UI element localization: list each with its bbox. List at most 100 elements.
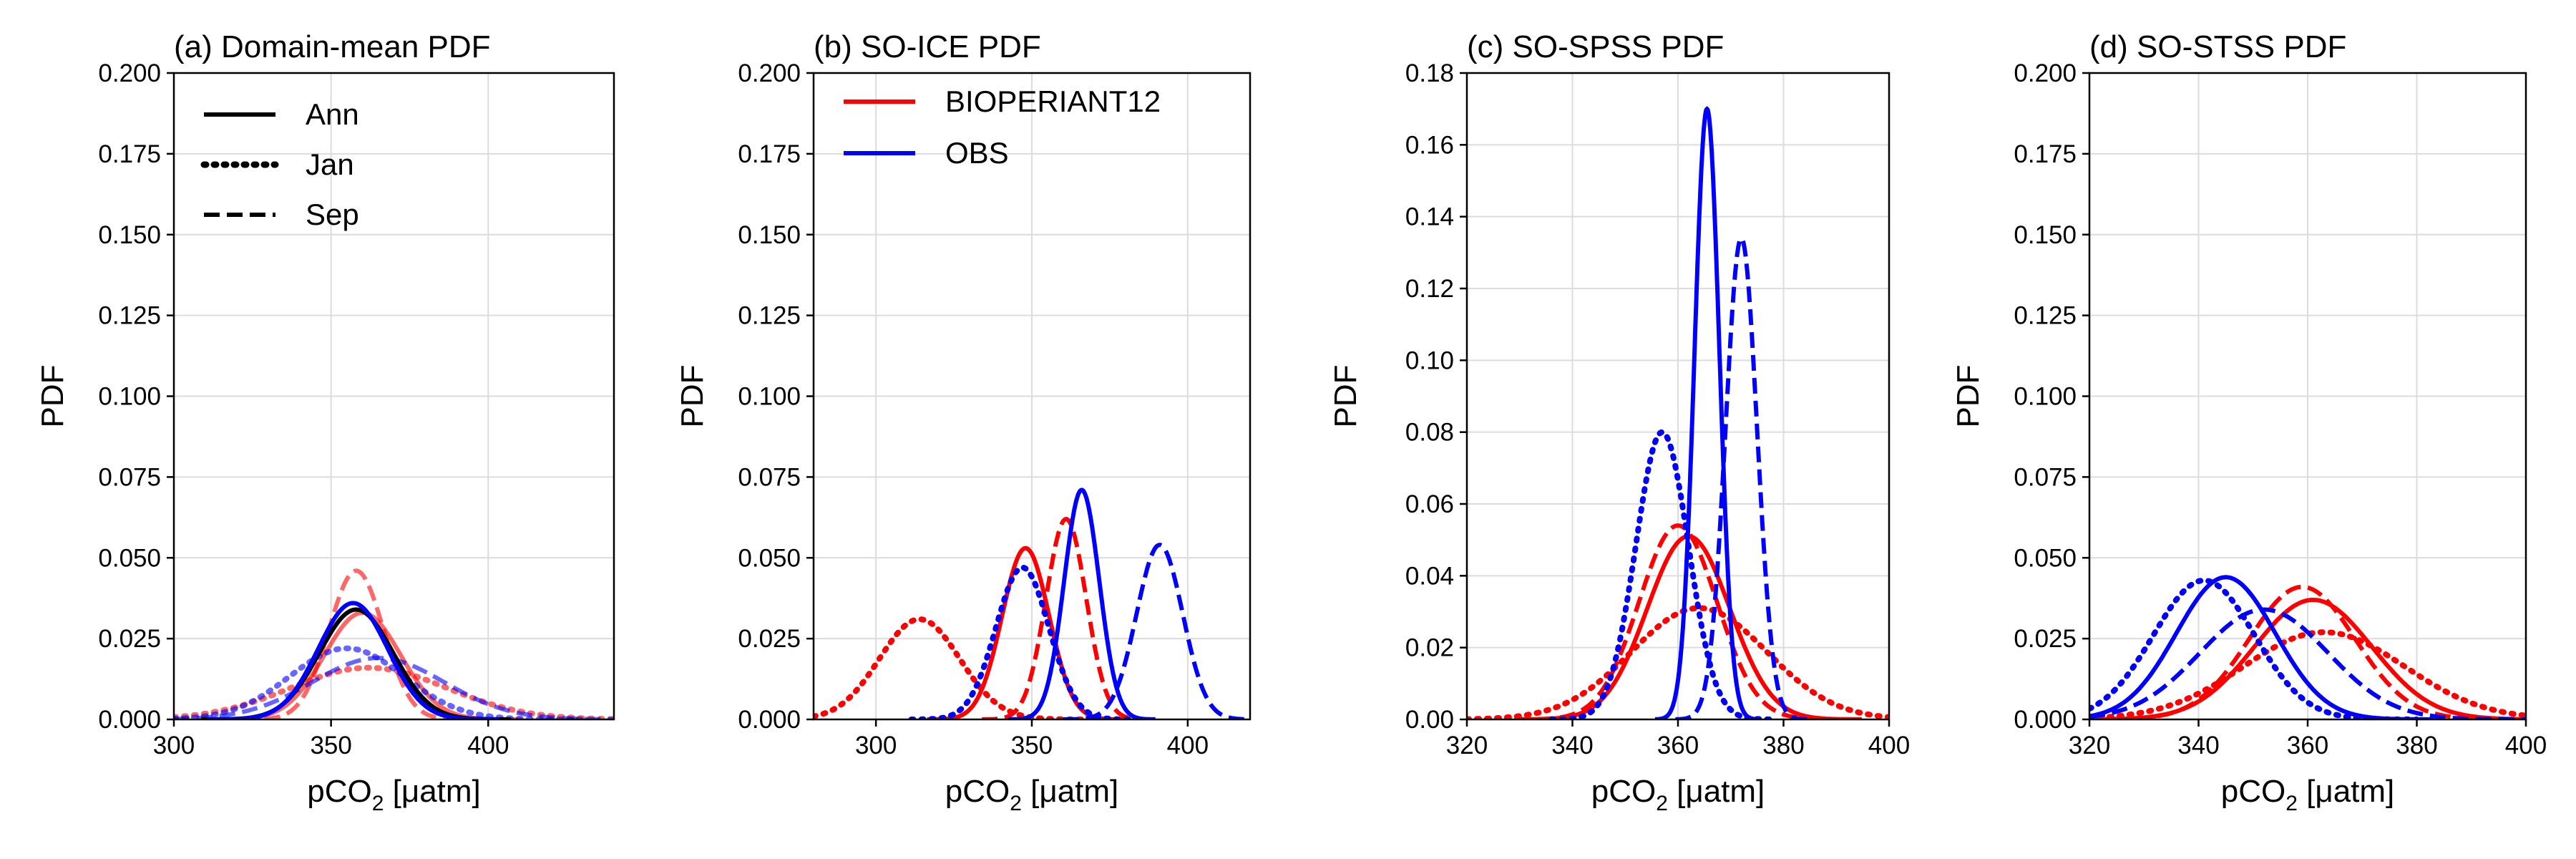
panel-1: 0.000 0.025 0.050 0.075 0.100 0.125 0.150 0.175… bbox=[35, 29, 615, 815]
series-group bbox=[1467, 106, 1889, 719]
y-axis-label: PDF bbox=[1951, 365, 1986, 428]
y-tick-label: 0.075 bbox=[738, 463, 801, 491]
y-tick-label: 0.050 bbox=[2014, 544, 2077, 572]
panel-title: (d) SO-STSS PDF bbox=[2089, 29, 2346, 64]
legend: Ann Jan Sep bbox=[200, 97, 359, 231]
x-tick-label: 380 bbox=[2396, 732, 2437, 759]
series-line-3 bbox=[1514, 523, 1842, 719]
x-tick-label: 300 bbox=[153, 732, 195, 759]
series-line-3 bbox=[241, 568, 471, 719]
y-axis-label: PDF bbox=[1328, 365, 1363, 428]
series-group bbox=[174, 568, 614, 719]
legend-label: Sep bbox=[306, 198, 359, 231]
y-tick-label: 0.000 bbox=[2014, 706, 2077, 734]
y-tick-label: 0.025 bbox=[2014, 625, 2077, 653]
series-line-7 bbox=[206, 601, 499, 719]
x-axis-label: pCO2 [μatm] bbox=[2221, 774, 2395, 815]
series-line-5 bbox=[2089, 577, 2420, 719]
x-axis-label: pCO2 [μatm] bbox=[307, 774, 481, 815]
y-tick-label: 0.175 bbox=[98, 140, 161, 168]
x-tick-label: 360 bbox=[2287, 732, 2328, 759]
y-tick-label: 0.10 bbox=[1405, 346, 1454, 374]
x-tick-label: 350 bbox=[310, 732, 351, 759]
y-tick-label: 0.025 bbox=[738, 625, 801, 653]
y-tick-label: 0.100 bbox=[98, 383, 161, 411]
y-tick-label: 0.000 bbox=[98, 706, 161, 734]
series-line-4 bbox=[1654, 106, 1760, 719]
series-line-2 bbox=[174, 664, 614, 719]
x-tick-label: 360 bbox=[1657, 732, 1699, 759]
y-tick-label: 0.125 bbox=[98, 302, 161, 330]
series-line-4 bbox=[1008, 487, 1156, 719]
y-tick-label: 0.200 bbox=[738, 59, 801, 87]
plot-frame bbox=[1465, 72, 1890, 721]
x-tick-label: 350 bbox=[1011, 732, 1053, 759]
x-tick-label: 320 bbox=[2069, 732, 2110, 759]
y-tick-label: 0.150 bbox=[738, 221, 801, 249]
y-axis-label: PDF bbox=[675, 365, 710, 428]
x-tick-label: 340 bbox=[2177, 732, 2219, 759]
plot-frame bbox=[812, 72, 1252, 721]
y-tick-label: 0.175 bbox=[738, 140, 801, 168]
series-line-2 bbox=[814, 616, 1091, 719]
y-tick-label: 0.000 bbox=[738, 706, 801, 734]
plot-frame bbox=[172, 72, 615, 721]
y-tick-label: 0.18 bbox=[1405, 59, 1454, 87]
panel-title: (a) Domain-mean PDF bbox=[174, 29, 491, 64]
y-tick-label: 0.16 bbox=[1405, 131, 1454, 159]
series-line-3 bbox=[982, 517, 1151, 719]
y-tick-label: 0.08 bbox=[1405, 419, 1454, 447]
y-tick-label: 0.125 bbox=[738, 302, 801, 330]
panel-3: 0.00 0.02 0.04 0.06 0.08 0.10 0.12 0.14 0.16 0.18… bbox=[1328, 29, 1910, 815]
panel-title: (b) SO-ICE PDF bbox=[814, 29, 1041, 64]
y-tick-label: 0.050 bbox=[738, 544, 801, 572]
series-line-6 bbox=[201, 607, 512, 719]
series-line-3 bbox=[2089, 584, 2525, 719]
legend-label: Jan bbox=[306, 147, 354, 181]
x-tick-label: 400 bbox=[467, 732, 509, 759]
plot-frame bbox=[2088, 72, 2527, 721]
y-tick-label: 0.12 bbox=[1405, 275, 1454, 303]
x-tick-label: 320 bbox=[1446, 732, 1488, 759]
series-line-5 bbox=[1548, 429, 1776, 719]
panel-title: (c) SO-SPSS PDF bbox=[1467, 29, 1724, 64]
series-line-6 bbox=[1063, 543, 1250, 719]
series-line-6 bbox=[1675, 236, 1807, 719]
y-tick-label: 0.075 bbox=[98, 463, 161, 491]
y-tick-label: 0.200 bbox=[98, 59, 161, 87]
y-tick-label: 0.025 bbox=[98, 625, 161, 653]
panel-2: 0.000 0.025 0.050 0.075 0.100 0.125 0.150 0.175… bbox=[675, 29, 1252, 815]
x-tick-label: 400 bbox=[2505, 732, 2547, 759]
y-axis-label: PDF bbox=[35, 365, 70, 428]
x-tick-label: 400 bbox=[1167, 732, 1209, 759]
y-tick-label: 0.150 bbox=[98, 221, 161, 249]
legend-label: BIOPERIANT12 bbox=[945, 84, 1161, 118]
y-tick-label: 0.06 bbox=[1405, 490, 1454, 518]
panel-4: 0.000 0.025 0.050 0.075 0.100 0.125 0.150 0.175… bbox=[1951, 29, 2547, 815]
y-tick-label: 0.100 bbox=[738, 383, 801, 411]
y-tick-label: 0.050 bbox=[98, 544, 161, 572]
y-tick-label: 0.02 bbox=[1405, 634, 1454, 662]
y-tick-label: 0.175 bbox=[2014, 140, 2077, 168]
y-tick-label: 0.04 bbox=[1405, 562, 1454, 590]
y-tick-label: 0.200 bbox=[2014, 59, 2077, 87]
series-group bbox=[814, 487, 1250, 719]
legend-label: OBS bbox=[945, 136, 1009, 170]
x-axis-label: pCO2 [μatm] bbox=[1591, 774, 1765, 815]
series-line-2 bbox=[1467, 605, 1889, 719]
y-tick-label: 0.00 bbox=[1405, 706, 1454, 734]
series-group bbox=[2089, 575, 2526, 719]
x-axis-label: pCO2 [μatm] bbox=[945, 774, 1119, 815]
y-tick-label: 0.125 bbox=[2014, 302, 2077, 330]
series-line-6 bbox=[2089, 607, 2526, 719]
y-tick-label: 0.14 bbox=[1405, 203, 1454, 231]
x-tick-label: 340 bbox=[1551, 732, 1593, 759]
x-tick-label: 380 bbox=[1762, 732, 1804, 759]
y-tick-label: 0.100 bbox=[2014, 383, 2077, 411]
y-tick-label: 0.150 bbox=[2014, 221, 2077, 249]
y-tick-label: 0.075 bbox=[2014, 463, 2077, 491]
legend-label: Ann bbox=[306, 97, 359, 131]
x-tick-label: 400 bbox=[1868, 732, 1910, 759]
legend: BIOPERIANT12 OBS bbox=[844, 84, 1161, 170]
